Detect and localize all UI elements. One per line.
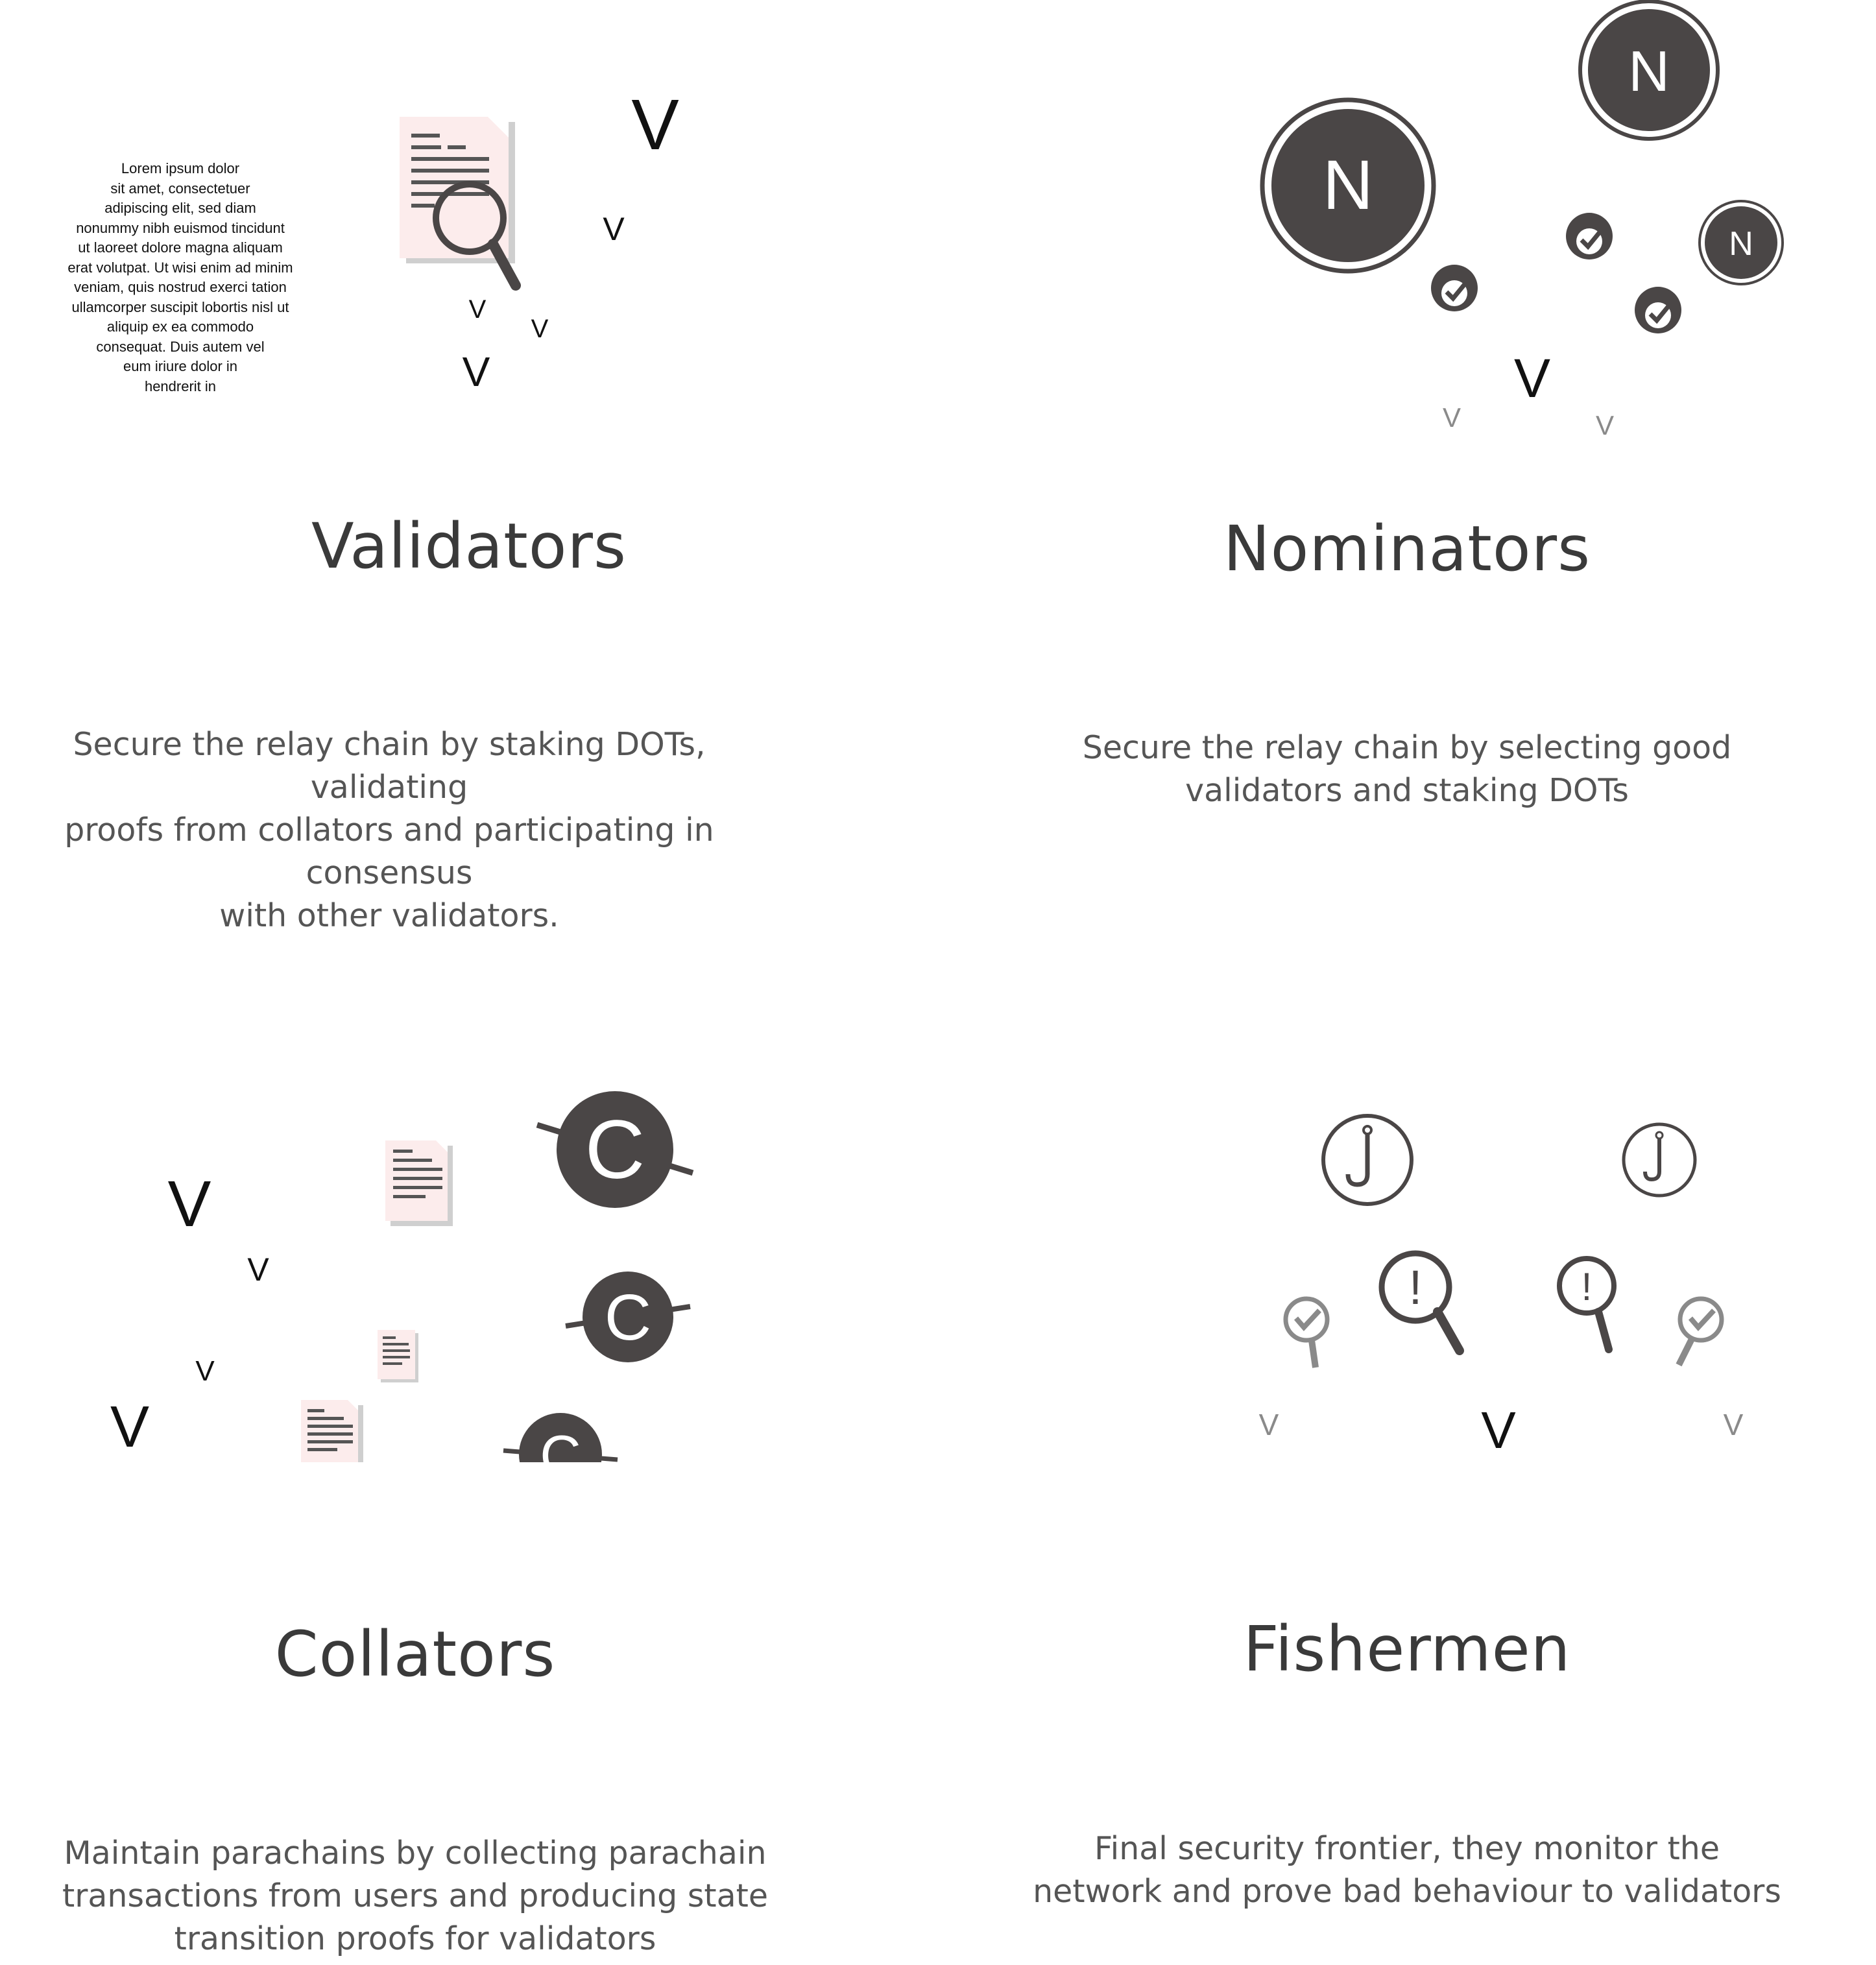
- alert-magnifier-icon: !: [1557, 1256, 1617, 1353]
- lorem-text-block: Lorem ipsum dolor sit amet, consectetuer…: [57, 159, 304, 396]
- validators-panel: Lorem ipsum dolor sit amet, consectetuer…: [0, 0, 938, 982]
- alert-label: !: [1409, 1260, 1423, 1314]
- alert-magnifier-icon: !: [1378, 1250, 1464, 1355]
- validator-v-label: V: [1596, 410, 1614, 440]
- validator-v-label: V: [247, 1251, 269, 1288]
- nominator-node-icon: N: [1698, 200, 1784, 285]
- lorem-line: consequat. Duis autem vel: [96, 338, 265, 355]
- nominators-description: Secure the relay chain by selecting good…: [938, 727, 1876, 812]
- nominator-node-icon: N: [1260, 97, 1436, 274]
- collators-title: Collators: [274, 1618, 556, 1691]
- collators-panel: C C C V V V V Collators Maintain paracha…: [0, 982, 938, 1964]
- validator-v-label: V: [1514, 348, 1550, 409]
- description-line: proofs from collators and participating …: [64, 812, 714, 891]
- validator-v-label: V: [531, 315, 549, 343]
- validator-v-label: V: [469, 295, 487, 324]
- validator-v-label: V: [195, 1355, 215, 1387]
- collator-node-icon: C: [536, 1091, 694, 1208]
- description-line: Secure the relay chain by selecting good: [1082, 729, 1732, 766]
- alert-label: !: [1581, 1265, 1593, 1308]
- magnifier-icon: [433, 181, 521, 291]
- check-magnifier-icon: [1283, 1296, 1330, 1368]
- document-icon: [385, 1140, 453, 1226]
- collator-c-label: C: [585, 1103, 645, 1196]
- check-badge-icon: [1635, 287, 1681, 333]
- validators-title: Validators: [311, 510, 627, 583]
- description-line: transition proofs for validators: [174, 1920, 656, 1957]
- lorem-line: ullamcorper suscipit lobortis nisl ut: [71, 298, 289, 315]
- fishermen-panel: ! ! V V V Fishermen Final security front…: [938, 982, 1876, 1964]
- nominators-title: Nominators: [1223, 512, 1591, 585]
- lorem-line: eum iriure dolor in: [123, 358, 238, 374]
- validator-v-label: V: [631, 85, 679, 165]
- fishhook-icon: [1622, 1122, 1697, 1198]
- nominator-n-label: N: [1729, 225, 1753, 263]
- description-line: Secure the relay chain by staking DOTs, …: [73, 726, 706, 806]
- fishermen-illustration: ! ! V V V: [1259, 1114, 1744, 1459]
- validator-v-label: V: [168, 1168, 211, 1240]
- check-magnifier-icon: [1676, 1296, 1724, 1367]
- collator-c-label: C: [540, 1423, 581, 1462]
- validators-illustration: V V V V V: [400, 85, 679, 395]
- validator-v-label: V: [1481, 1401, 1516, 1459]
- nominators-panel: N N N V V V Nominato: [938, 0, 1876, 982]
- nominator-n-label: N: [1323, 145, 1373, 224]
- description-line: Final security frontier, they monitor th…: [1094, 1830, 1720, 1867]
- collator-node-icon: C: [565, 1272, 691, 1362]
- validator-v-label: V: [1259, 1408, 1279, 1441]
- fishhook-icon: [1321, 1114, 1413, 1206]
- nominators-illustration: N N N V V V: [1260, 0, 1784, 440]
- validator-v-label: V: [110, 1395, 149, 1460]
- lorem-line: ut laoreet dolore magna aliquam: [78, 239, 283, 256]
- document-icon: [378, 1330, 418, 1382]
- validator-v-label: V: [463, 348, 490, 395]
- lorem-line: erat volutpat. Ut wisi enim ad minim: [67, 259, 293, 276]
- description-line: transactions from users and producing st…: [62, 1877, 768, 1914]
- check-badge-icon: [1431, 265, 1478, 311]
- validator-v-label: V: [1724, 1408, 1744, 1441]
- fishermen-description: Final security frontier, they monitor th…: [938, 1827, 1876, 1913]
- document-icon: [301, 1400, 363, 1462]
- nominator-n-label: N: [1628, 39, 1670, 103]
- validators-description: Secure the relay chain by staking DOTs, …: [0, 723, 778, 937]
- nominator-node-icon: N: [1578, 0, 1720, 141]
- description-line: Maintain parachains by collecting parach…: [64, 1835, 767, 1872]
- lorem-line: aliquip ex ea commodo: [106, 319, 254, 335]
- collator-node-icon: C: [503, 1413, 618, 1462]
- collators-description: Maintain parachains by collecting parach…: [0, 1832, 830, 1960]
- lorem-line: nonummy nibh euismod tincidunt: [76, 219, 285, 236]
- check-badge-icon: [1566, 213, 1613, 259]
- lorem-line: veniam, quis nostrud exerci tation: [74, 279, 287, 295]
- description-line: network and prove bad behaviour to valid…: [1033, 1873, 1781, 1910]
- description-line: validators and staking DOTs: [1185, 772, 1629, 809]
- validator-v-label: V: [1443, 402, 1461, 433]
- lorem-line: Lorem ipsum dolor: [121, 160, 240, 176]
- lorem-line: sit amet, consectetuer: [110, 180, 250, 197]
- validator-v-label: V: [603, 211, 625, 247]
- description-line: with other validators.: [219, 897, 559, 934]
- collator-c-label: C: [605, 1281, 651, 1354]
- fishermen-title: Fishermen: [1243, 1613, 1571, 1685]
- lorem-line: adipiscing elit, sed diam: [104, 200, 256, 216]
- lorem-line: hendrerit in: [144, 378, 217, 394]
- collators-illustration: C C C V V V V: [110, 1091, 694, 1462]
